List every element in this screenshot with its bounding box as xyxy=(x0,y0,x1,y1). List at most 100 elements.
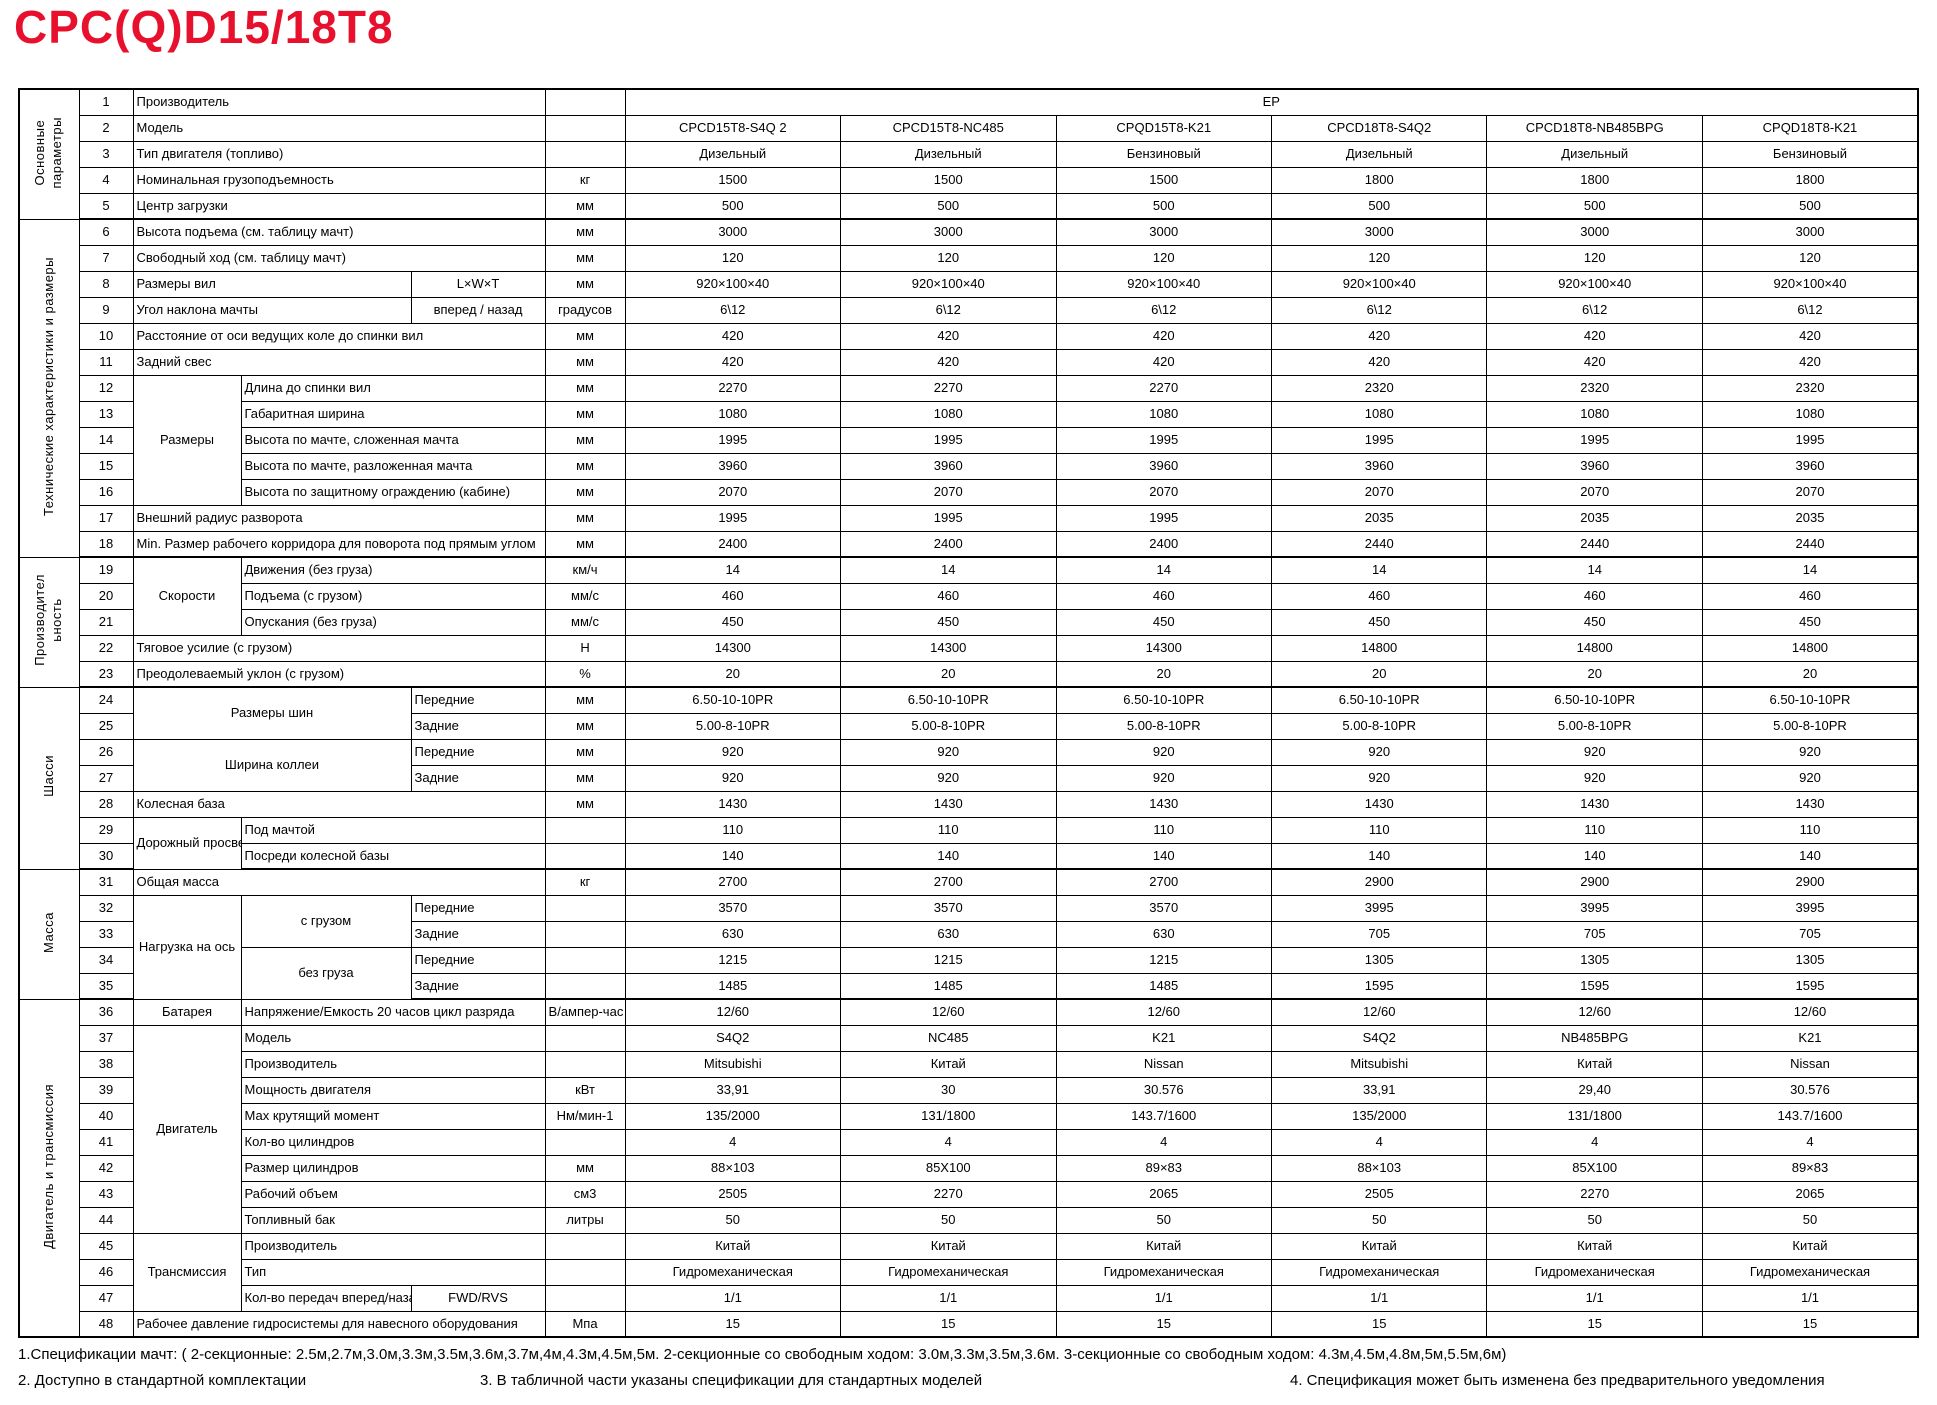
spec-row: Основные параметры 1 Производитель EP xyxy=(18,88,1919,220)
value-cell: 14300 xyxy=(624,634,842,662)
spec-row: 48 Рабочее давление гидросистемы для наве… xyxy=(19,1310,1919,1338)
value-cell: Гидромеханическая xyxy=(1701,1258,1919,1286)
value-cell: Китай xyxy=(840,1050,1057,1078)
value-cell: 2070 xyxy=(1270,478,1488,506)
value-cell: 1305 xyxy=(1486,946,1703,974)
unit-cell: Н xyxy=(544,634,626,662)
row-label: Кол-во передач вперед/назад xyxy=(240,1284,412,1312)
value-cell: 2505 xyxy=(1270,1180,1488,1208)
spec-row: 43 Рабочий объем см3 2505 2270 2065 2505 2270 20… xyxy=(19,1180,1919,1208)
value-cell: 140 xyxy=(1270,842,1488,870)
row-number: 6 xyxy=(78,218,134,246)
value-cell: 20 xyxy=(624,660,842,688)
row-label: Модель xyxy=(132,114,546,142)
spec-row: 29 Дорожный просвет Под мачтой 110 110 110 110… xyxy=(19,816,1919,870)
section-label-text: Шасси xyxy=(40,755,56,798)
value-cell: Дизельный xyxy=(1486,140,1703,168)
value-cell: 5.00-8-10PR xyxy=(840,712,1057,740)
value-cell: 30 xyxy=(840,1076,1057,1104)
row-number: 29 xyxy=(78,816,134,844)
spec-row: 30 Посреди колесной базы 140 140 140 140 140 14… xyxy=(19,842,1919,870)
value-cell: 12/60 xyxy=(1055,998,1272,1026)
row-label: Угол наклона мачты xyxy=(132,296,412,324)
row-label: Тяговое усилие (с грузом) xyxy=(132,634,546,662)
value-cell: 29,40 xyxy=(1486,1076,1703,1104)
unit-cell: мм xyxy=(544,400,626,428)
unit-cell xyxy=(544,1284,626,1312)
value-cell: 4 xyxy=(840,1128,1057,1156)
row-label: Задние xyxy=(410,712,546,740)
value-cell: 460 xyxy=(624,582,842,610)
value-cell: 3570 xyxy=(840,894,1057,922)
spec-row: 28 Колесная база мм 1430 1430 1430 1430 1430 143… xyxy=(19,790,1919,818)
value-cell: 1080 xyxy=(1486,400,1703,428)
spec-row: 12 Размеры Длина до спинки вил мм 2270 2270 22… xyxy=(19,374,1919,506)
value-cell: 20 xyxy=(840,660,1057,688)
value-cell: 2270 xyxy=(624,374,842,402)
value-cell: 1080 xyxy=(624,400,842,428)
value-cell: 1995 xyxy=(1055,426,1272,454)
value-cell: 15 xyxy=(624,1310,842,1338)
value-cell: 920 xyxy=(1270,764,1488,792)
row-label: Ширина коллеи xyxy=(132,738,412,792)
value-cell: 705 xyxy=(1270,920,1488,948)
row-number: 48 xyxy=(78,1310,134,1338)
spec-row: 3 Тип двигателя (топливо) Дизельный Дизельн… xyxy=(19,140,1919,168)
row-number: 20 xyxy=(78,582,134,610)
value-cell: 50 xyxy=(1270,1206,1488,1234)
spec-row: 47 Кол-во передач вперед/назад FWD/RVS 1/1 1… xyxy=(19,1284,1919,1312)
unit-cell: % xyxy=(544,660,626,688)
spec-row: 13 Габаритная ширина мм 1080 1080 1080 1080 108… xyxy=(19,400,1919,428)
unit-cell: мм xyxy=(544,504,626,532)
value-cell: 2900 xyxy=(1270,868,1488,896)
value-cell: 1080 xyxy=(1055,400,1272,428)
row-number: 16 xyxy=(78,478,134,506)
value-cell: 14 xyxy=(1055,556,1272,584)
unit-cell: Мпа xyxy=(544,1310,626,1338)
value-cell: 1595 xyxy=(1270,972,1488,1000)
value-cell: 12/60 xyxy=(624,998,842,1026)
value-cell: 1215 xyxy=(840,946,1057,974)
value-cell: 920 xyxy=(1055,738,1272,766)
value-cell: 3000 xyxy=(1270,218,1488,246)
row-number: 18 xyxy=(78,530,134,558)
value-cell: CPCD15T8-S4Q 2 xyxy=(624,114,842,142)
row-label: Тип xyxy=(240,1258,546,1286)
value-cell: 1430 xyxy=(1270,790,1488,818)
spec-row: 8 Размеры вил L×W×T мм 920×100×40 920×100×40 9… xyxy=(19,270,1919,298)
row-number: 45 xyxy=(78,1232,134,1260)
row-label: Скорости xyxy=(132,556,242,636)
value-cell: 1995 xyxy=(840,426,1057,454)
value-cell: 1/1 xyxy=(624,1284,842,1312)
value-cell: 88×103 xyxy=(624,1154,842,1182)
unit-cell: В/ампер-час xyxy=(544,998,626,1026)
spec-row: 18 Min. Размер рабочего корридора для пов… xyxy=(19,530,1919,558)
value-cell: 2035 xyxy=(1486,504,1703,532)
value-cell: 500 xyxy=(1486,192,1703,220)
value-cell: 6.50-10-10PR xyxy=(840,686,1057,714)
row-label: Номинальная грузоподъемность xyxy=(132,166,546,194)
unit-cell: мм xyxy=(544,764,626,792)
value-cell: 450 xyxy=(1270,608,1488,636)
spec-row: 17 Внешний радиус разворота мм 1995 1995 1995… xyxy=(19,504,1919,532)
section-label-text: Производител ьность xyxy=(32,574,65,667)
row-label: Размеры шин xyxy=(132,686,412,740)
value-cell: 420 xyxy=(1701,322,1919,350)
value-cell: 920 xyxy=(1270,738,1488,766)
value-cell: 1800 xyxy=(1701,166,1919,194)
unit-cell: км/ч xyxy=(544,556,626,584)
value-cell: 50 xyxy=(1055,1206,1272,1234)
spec-row: 26 Ширина коллеи Передние мм 920 920 920 920 920… xyxy=(19,738,1919,792)
row-label: Напряжение/Емкость 20 часов цикл разряда xyxy=(240,998,546,1026)
value-cell: 460 xyxy=(840,582,1057,610)
value-cell: 450 xyxy=(1055,608,1272,636)
unit-cell xyxy=(544,920,626,948)
value-cell: 920 xyxy=(624,738,842,766)
value-cell: 140 xyxy=(624,842,842,870)
value-cell: 30.576 xyxy=(1055,1076,1272,1104)
value-cell: 1800 xyxy=(1486,166,1703,194)
spec-row: 34 без груза Передние 1215 1215 1215 1305 1305 1… xyxy=(19,946,1919,1000)
value-cell: 2400 xyxy=(624,530,842,558)
value-cell: 2320 xyxy=(1486,374,1703,402)
value-cell: 2270 xyxy=(1486,1180,1703,1208)
